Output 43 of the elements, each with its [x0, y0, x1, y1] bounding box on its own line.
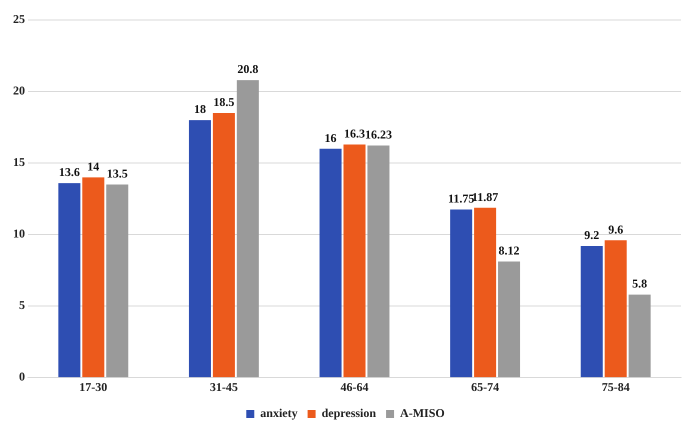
- bar: [604, 240, 627, 378]
- data-label: 9.6: [608, 222, 624, 236]
- data-label: 13.6: [58, 165, 80, 180]
- bar: [236, 80, 259, 378]
- bar: [212, 112, 235, 378]
- data-label: 5.8: [632, 276, 648, 291]
- x-tick-label: 17-30: [79, 380, 108, 394]
- bar: [82, 177, 104, 378]
- data-label: 9.2: [584, 228, 600, 242]
- data-label: 14: [87, 159, 100, 174]
- y-tick-label: 15: [13, 155, 25, 170]
- x-tick-label: 75-84: [602, 380, 630, 394]
- y-tick-label: 20: [13, 84, 25, 98]
- bar: [498, 261, 520, 378]
- x-tick-label: 31-45: [210, 380, 238, 394]
- data-label: 18: [194, 102, 206, 116]
- bar: [580, 246, 603, 378]
- bar: [450, 210, 472, 378]
- legend-label: anxiety: [260, 406, 298, 420]
- y-tick-label: 10: [13, 226, 25, 241]
- data-label: 20.8: [237, 62, 258, 76]
- bar: [106, 184, 128, 378]
- legend-label: depression: [322, 406, 376, 420]
- data-label: 16.23: [364, 128, 392, 142]
- data-label: 8.12: [498, 244, 520, 258]
- data-label: 13.5: [106, 166, 128, 181]
- bar: [320, 148, 342, 378]
- data-label: 16: [324, 130, 337, 145]
- data-label: 16.3: [344, 126, 365, 141]
- y-tick-label: 5: [19, 298, 25, 312]
- legend-label: A-MISO: [400, 406, 445, 420]
- bar: [367, 145, 390, 378]
- y-tick-label: 25: [13, 12, 25, 26]
- data-label: 18.5: [213, 95, 234, 110]
- bar: [343, 144, 366, 378]
- bar: [474, 208, 496, 378]
- bar: [628, 294, 651, 378]
- y-tick-label: 0: [19, 370, 25, 384]
- data-label: 11.75: [448, 192, 474, 206]
- x-tick-label: 46-64: [340, 380, 368, 394]
- bar: [58, 183, 80, 378]
- bar: [188, 120, 211, 378]
- x-tick-label: 65-74: [471, 380, 500, 394]
